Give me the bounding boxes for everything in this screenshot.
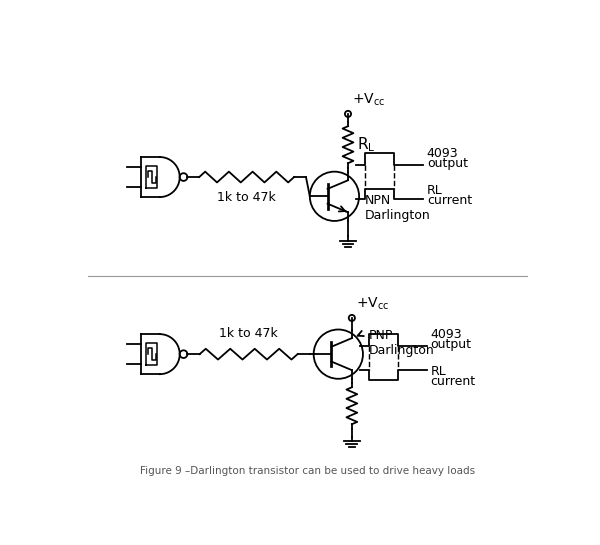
- Text: R$_\mathregular{L}$: R$_\mathregular{L}$: [357, 135, 376, 154]
- Text: output: output: [431, 338, 472, 350]
- Text: RL: RL: [431, 365, 446, 378]
- Text: NPN
Darlington: NPN Darlington: [365, 194, 431, 222]
- Text: +V$_\mathregular{cc}$: +V$_\mathregular{cc}$: [352, 92, 385, 108]
- Text: current: current: [431, 374, 476, 387]
- Text: 4093: 4093: [431, 329, 463, 341]
- Text: PNP
Darlington: PNP Darlington: [369, 329, 435, 356]
- Text: output: output: [427, 157, 468, 169]
- Text: Figure 9 –Darlington transistor can be used to drive heavy loads: Figure 9 –Darlington transistor can be u…: [140, 466, 475, 476]
- Text: current: current: [427, 193, 472, 207]
- Text: +V$_\mathregular{cc}$: +V$_\mathregular{cc}$: [356, 295, 389, 312]
- Text: 4093: 4093: [427, 148, 458, 160]
- Text: RL: RL: [427, 184, 443, 197]
- Text: 1k to 47k: 1k to 47k: [217, 191, 276, 204]
- Text: 1k to 47k: 1k to 47k: [219, 328, 278, 340]
